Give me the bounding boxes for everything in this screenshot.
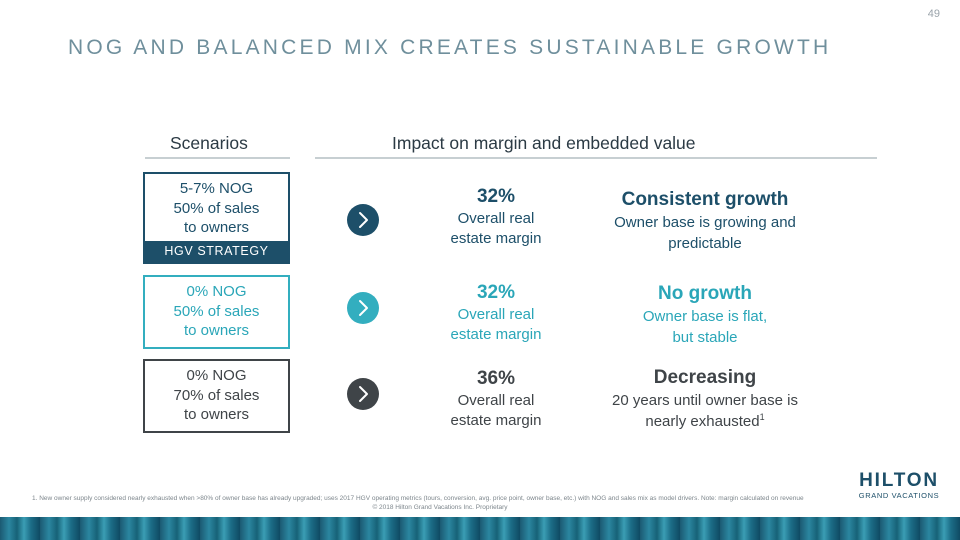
scenario-box-hgv-strategy: 5-7% NOG 50% of sales to owners HGV STRA… bbox=[143, 172, 290, 264]
scenario-box-decreasing: 0% NOG 70% of sales to owners bbox=[143, 359, 290, 433]
chevron-right-icon bbox=[347, 292, 379, 324]
margin-value: 32% bbox=[476, 282, 516, 303]
margin-value: 36% bbox=[476, 368, 516, 389]
scenario-nog: 5-7% NOG bbox=[179, 180, 254, 197]
impact-desc-line2: nearly exhausted1 bbox=[585, 412, 825, 431]
scenario-target: to owners bbox=[183, 406, 250, 423]
footnote: 1. New owner supply considered nearly ex… bbox=[32, 495, 804, 502]
chevron-right-icon bbox=[347, 204, 379, 236]
copyright: © 2018 Hilton Grand Vacations Inc. Propr… bbox=[372, 504, 508, 511]
impact-heading: Consistent growth bbox=[621, 189, 789, 210]
scenario-text: 5-7% NOG 50% of sales to owners bbox=[145, 174, 288, 238]
margin-label-line2: estate margin bbox=[450, 412, 542, 429]
impact-desc-line1: 20 years until owner base is bbox=[612, 392, 798, 409]
logo-subtitle: GRAND VACATIONS bbox=[858, 491, 940, 500]
impact-heading: No growth bbox=[658, 283, 752, 304]
impact-desc-line1: Owner base is growing and bbox=[614, 214, 796, 231]
hilton-grand-vacations-logo: HILTON GRAND VACATIONS bbox=[857, 471, 941, 501]
scenario-nog: 0% NOG bbox=[186, 367, 247, 384]
scenario-text: 0% NOG 70% of sales to owners bbox=[145, 361, 288, 425]
slide-title: NOG AND BALANCED MIX CREATES SUSTAINABLE… bbox=[68, 36, 832, 59]
impact-heading: Decreasing bbox=[653, 367, 757, 388]
footnote-ref: 1 bbox=[759, 412, 765, 422]
page-number: 49 bbox=[927, 8, 940, 20]
margin-label-line1: Overall real bbox=[457, 210, 535, 227]
scenario-sales-share: 50% of sales bbox=[173, 302, 260, 320]
impact-block: No growth Owner base is flat, but stable bbox=[585, 283, 825, 347]
margin-metric: 32% Overall real estate margin bbox=[426, 186, 566, 248]
margin-label-line1: Overall real bbox=[457, 306, 535, 323]
margin-label-line2: estate margin bbox=[450, 326, 542, 343]
impact-desc-line2: predictable bbox=[668, 235, 742, 252]
impact-block: Consistent growth Owner base is growing … bbox=[585, 189, 825, 253]
scenario-sales-share: 70% of sales bbox=[173, 386, 260, 404]
scenario-text: 0% NOG 50% of sales to owners bbox=[145, 277, 288, 341]
impact-block: Decreasing 20 years until owner base is … bbox=[585, 367, 825, 431]
scenario-target: to owners bbox=[183, 322, 250, 339]
margin-metric: 32% Overall real estate margin bbox=[426, 282, 566, 344]
scenario-sales-share: 50% of sales bbox=[173, 199, 260, 217]
margin-metric: 36% Overall real estate margin bbox=[426, 368, 566, 430]
scenario-target: to owners bbox=[183, 219, 250, 236]
impact-desc-line2: but stable bbox=[672, 329, 738, 346]
impact-desc-line1: Owner base is flat, bbox=[642, 308, 768, 325]
margin-label-line1: Overall real bbox=[457, 392, 535, 409]
scenario-nog: 0% NOG bbox=[186, 283, 247, 300]
impact-desc-text: nearly exhausted bbox=[645, 413, 760, 430]
scenario-box-flat: 0% NOG 50% of sales to owners bbox=[143, 275, 290, 349]
impact-header: Impact on margin and embedded value bbox=[392, 133, 696, 153]
chevron-right-icon bbox=[347, 378, 379, 410]
scenarios-divider bbox=[145, 157, 290, 159]
scenarios-header: Scenarios bbox=[170, 133, 248, 153]
impact-divider bbox=[315, 157, 877, 159]
logo-wordmark: HILTON bbox=[859, 470, 939, 491]
hgv-strategy-tag: HGV STRATEGY bbox=[145, 241, 288, 262]
margin-label-line2: estate margin bbox=[450, 230, 542, 247]
decorative-bottom-band bbox=[0, 517, 960, 540]
margin-value: 32% bbox=[476, 186, 516, 207]
